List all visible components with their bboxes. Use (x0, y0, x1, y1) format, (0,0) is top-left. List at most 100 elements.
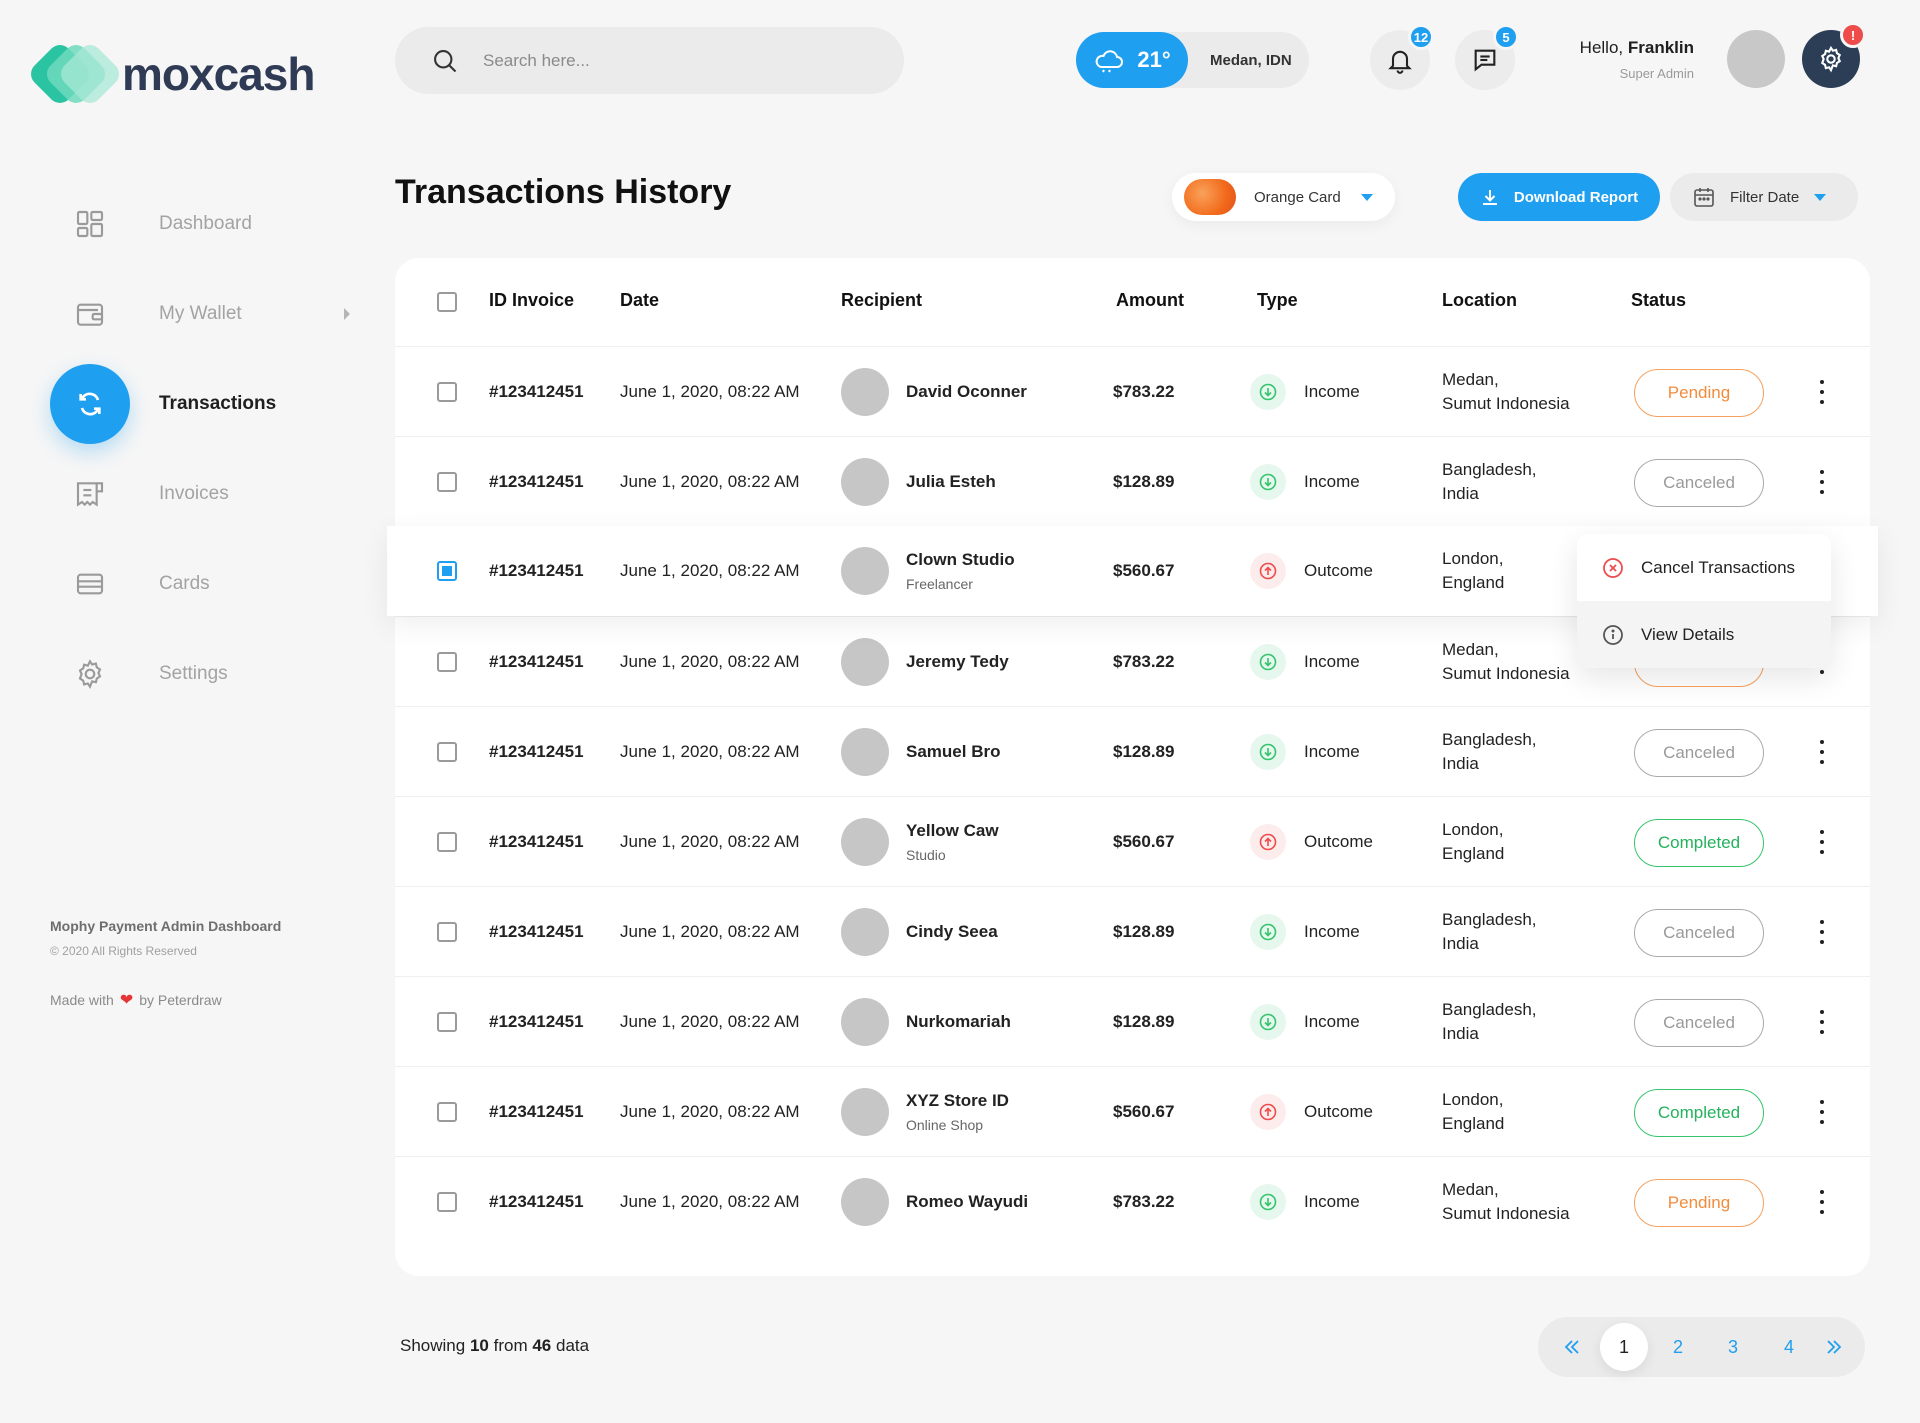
more-options-icon[interactable] (1815, 917, 1829, 947)
location-line-2: India (1442, 484, 1479, 503)
chat-icon (1474, 49, 1496, 72)
header-recipient[interactable]: Recipient (841, 290, 923, 310)
more-options-icon[interactable] (1815, 1097, 1829, 1127)
recipient-avatar (841, 728, 889, 776)
row-checkbox[interactable] (437, 472, 457, 492)
type-icon (1250, 1004, 1286, 1040)
header-location[interactable]: Location (1442, 290, 1517, 310)
recipient-name: Julia Esteh (906, 472, 996, 491)
row-checkbox[interactable] (437, 1012, 457, 1032)
row-checkbox[interactable] (437, 382, 457, 402)
more-options-icon[interactable] (1815, 377, 1829, 407)
double-chevron-right-icon (1827, 1340, 1842, 1354)
view-details-item[interactable]: View Details (1577, 601, 1831, 668)
more-options-icon[interactable] (1815, 827, 1829, 857)
transaction-date: June 1, 2020, 08:22 AM (620, 1102, 800, 1121)
location: Medan, Sumut Indonesia (1442, 617, 1570, 707)
location: Medan, Sumut Indonesia (1442, 1157, 1570, 1247)
recipient-name: XYZ Store ID (906, 1091, 1009, 1110)
card-select[interactable]: Orange Card (1172, 173, 1395, 221)
user-avatar[interactable] (1727, 30, 1785, 88)
cancel-transactions-item[interactable]: Cancel Transactions (1577, 534, 1831, 601)
location-line-1: London, (1442, 1090, 1504, 1109)
sidebar-item-settings[interactable]: Settings (50, 634, 350, 714)
row-checkbox[interactable] (437, 832, 457, 852)
location: Bangladesh, India (1442, 707, 1537, 797)
type-icon (1250, 734, 1286, 770)
table-row[interactable]: #123412451 June 1, 2020, 08:22 AM Romeo Wa… (395, 1156, 1870, 1246)
header-status[interactable]: Status (1631, 290, 1687, 310)
download-report-button[interactable]: Download Report (1458, 173, 1660, 221)
recipient-name: Romeo Wayudi (906, 1192, 1029, 1211)
more-options-icon[interactable] (1815, 1007, 1829, 1037)
more-options-icon[interactable] (1815, 737, 1829, 767)
row-checkbox[interactable] (437, 1192, 457, 1212)
more-options-icon[interactable] (1815, 467, 1829, 497)
table-row[interactable]: #123412451 June 1, 2020, 08:22 AM Yellow C… (395, 796, 1870, 886)
search-bar[interactable] (395, 27, 904, 94)
row-checkbox[interactable] (437, 1102, 457, 1122)
transaction-date: June 1, 2020, 08:22 AM (620, 922, 800, 941)
next-page-button[interactable] (1810, 1323, 1858, 1371)
table-row[interactable]: #123412451 June 1, 2020, 08:22 AM XYZ Stor… (395, 1066, 1870, 1156)
invoice-id: #123412451 (489, 922, 584, 941)
card-select-label: Orange Card (1254, 188, 1341, 206)
footer-copyright: © 2020 All Rights Reserved (50, 944, 197, 958)
location-line-2: England (1442, 1114, 1505, 1133)
logo[interactable]: moxcash (26, 40, 315, 108)
page-1-button[interactable]: 1 (1600, 1323, 1648, 1371)
table-row[interactable]: #123412451 June 1, 2020, 08:22 AM Samuel B… (395, 706, 1870, 796)
messages-button[interactable]: 5 (1455, 24, 1519, 90)
header-amount[interactable]: Amount (1116, 290, 1184, 310)
filter-date-button[interactable]: Filter Date (1670, 173, 1858, 221)
header-type[interactable]: Type (1257, 290, 1298, 310)
row-checkbox[interactable] (437, 652, 457, 672)
header-invoice[interactable]: ID Invoice (489, 290, 575, 310)
arrow-down-circle-icon (1259, 653, 1277, 671)
page-2-button[interactable]: 2 (1672, 1336, 1683, 1357)
transaction-type: Income (1304, 742, 1360, 761)
page-3-button[interactable]: 3 (1727, 1336, 1738, 1357)
recipient-avatar (841, 458, 889, 506)
chevron-right-icon (344, 308, 350, 320)
sidebar-item-dashboard[interactable]: Dashboard (50, 184, 350, 264)
invoice-id: #123412451 (489, 561, 584, 580)
recipient-avatar (841, 368, 889, 416)
search-input[interactable] (483, 50, 863, 71)
amount: $783.22 (1113, 382, 1175, 401)
bell-icon (1388, 50, 1412, 74)
transaction-date: June 1, 2020, 08:22 AM (620, 1192, 800, 1211)
table-row[interactable]: #123412451 June 1, 2020, 08:22 AM Cindy Se… (395, 886, 1870, 976)
invoice-id: #123412451 (489, 652, 584, 671)
type-icon (1250, 553, 1286, 589)
weather-widget[interactable]: 21° Medan, IDN (1076, 32, 1309, 88)
sidebar-item-my-wallet[interactable]: My Wallet (50, 274, 350, 354)
row-checkbox[interactable] (437, 742, 457, 762)
table-row[interactable]: #123412451 June 1, 2020, 08:22 AM Julia Es… (395, 436, 1870, 526)
table-row[interactable]: #123412451 June 1, 2020, 08:22 AM David Oc… (395, 346, 1870, 436)
status-badge: Pending (1634, 1179, 1764, 1227)
prev-page-button[interactable] (1548, 1323, 1596, 1371)
page-4-button[interactable]: 4 (1783, 1336, 1794, 1357)
showing-count: Showing 10 from 46 data (400, 1336, 589, 1356)
settings-button[interactable]: ! (1802, 22, 1866, 88)
header-date[interactable]: Date (620, 290, 660, 310)
notifications-badge: 12 (1408, 24, 1434, 50)
status-badge: Pending (1634, 369, 1764, 417)
transaction-type: Income (1304, 652, 1360, 671)
type-icon (1250, 914, 1286, 950)
select-all-checkbox[interactable] (437, 292, 457, 312)
row-checkbox[interactable] (437, 561, 457, 581)
sidebar-item-invoices[interactable]: Invoices (50, 454, 350, 534)
sidebar-item-label: Settings (159, 663, 228, 684)
location-line-2: Sumut Indonesia (1442, 394, 1570, 413)
location: Bangladesh, India (1442, 977, 1537, 1067)
notifications-button[interactable]: 12 (1370, 24, 1434, 90)
table-row[interactable]: #123412451 June 1, 2020, 08:22 AM Nurkomar… (395, 976, 1870, 1066)
user-name: Franklin (1627, 38, 1694, 57)
sidebar-item-transactions[interactable]: Transactions (50, 364, 350, 444)
sidebar-item-cards[interactable]: Cards (50, 544, 350, 624)
more-options-icon[interactable] (1815, 1187, 1829, 1217)
row-checkbox[interactable] (437, 922, 457, 942)
sidebar-item-label: My Wallet (159, 303, 242, 324)
